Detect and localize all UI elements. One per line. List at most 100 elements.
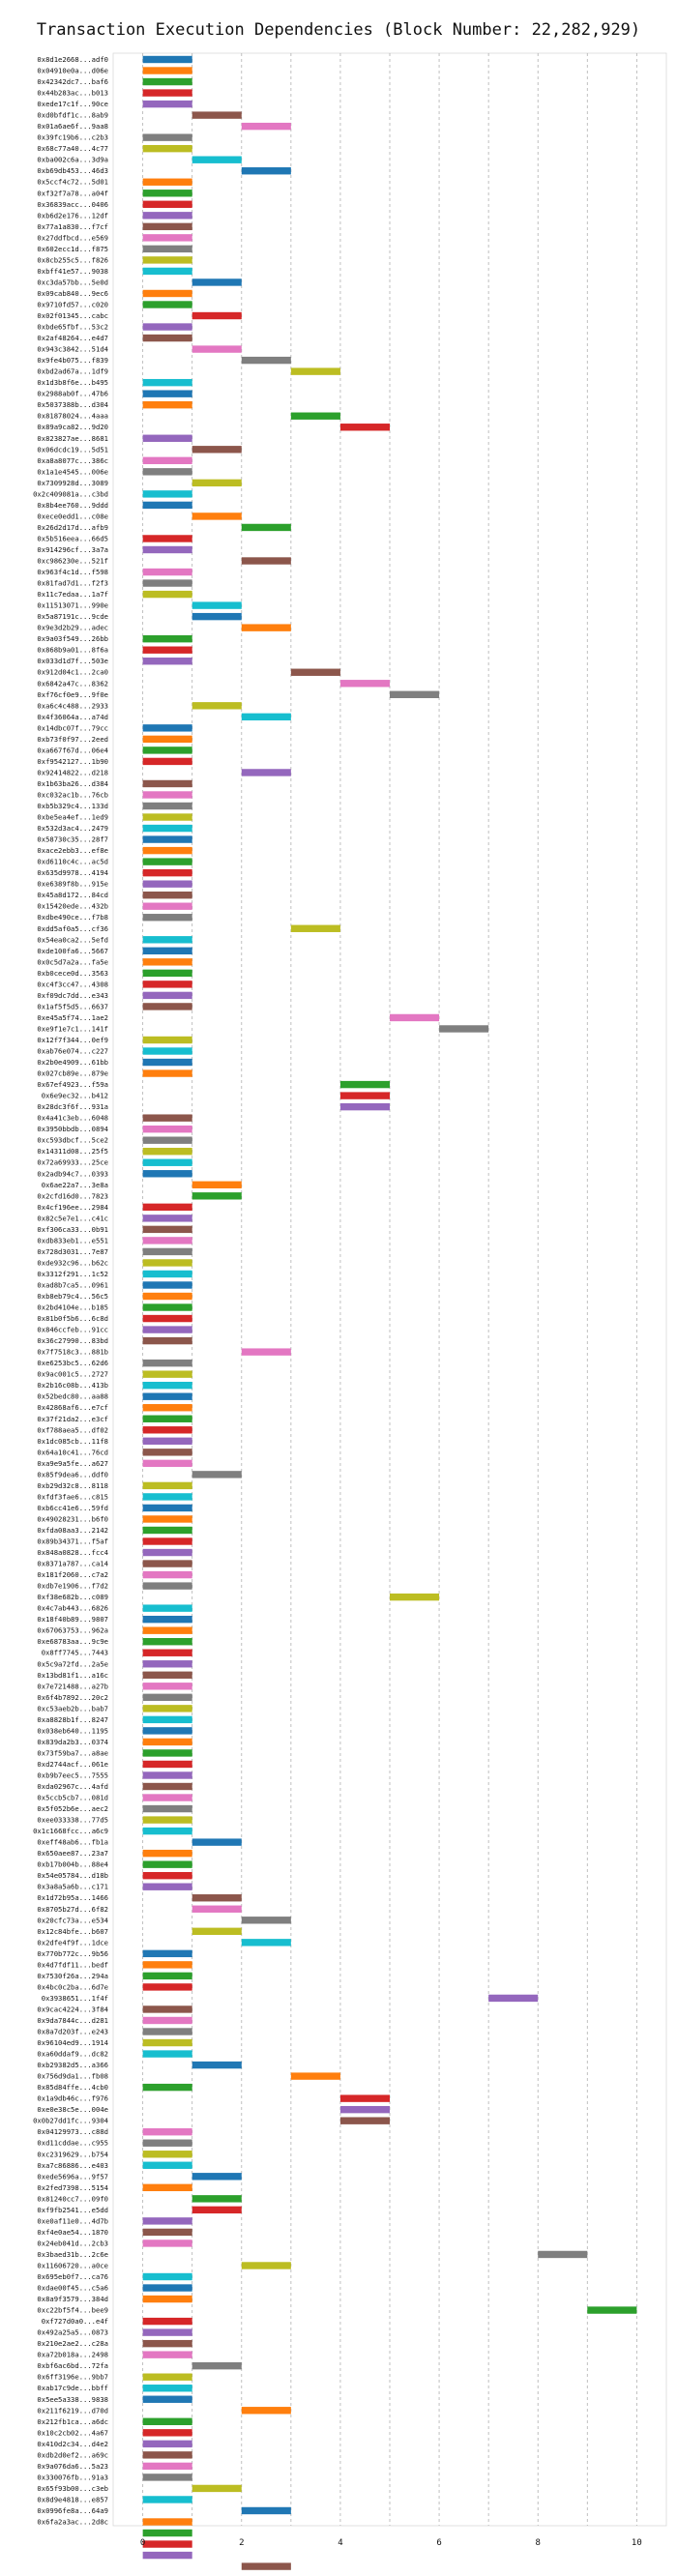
y-tick-label: 0x42342dc7...baf6 — [37, 77, 108, 86]
y-tick-label: 0x85f9dea6...ddf0 — [37, 1470, 108, 1478]
bar — [142, 289, 192, 298]
bar — [142, 1336, 192, 1345]
bar — [142, 1660, 192, 1668]
y-tick-label: 0xbde65fbf...53c2 — [37, 323, 108, 332]
y-tick-label: 0x2bd4104e...b185 — [37, 1303, 108, 1312]
y-tick-label: 0xb5b329c4...133d — [37, 802, 108, 810]
bar — [339, 2094, 390, 2102]
y-tick-label: 0x9cac4224...3f84 — [37, 2005, 108, 2013]
y-tick-label: 0x81240cc7...09f0 — [37, 2194, 108, 2203]
y-tick-label: 0x7309928d...3089 — [37, 479, 108, 487]
bar — [142, 2451, 192, 2459]
bar — [339, 1092, 390, 1099]
bar — [142, 334, 192, 342]
y-tick-label: 0xf38e682b...c089 — [37, 1593, 108, 1601]
y-tick-label: 0xa8828b1f...8247 — [37, 1715, 108, 1724]
bar — [191, 1181, 242, 1188]
y-tick-label: 0x914296cf...3a7a — [37, 545, 108, 554]
bar — [142, 1493, 192, 1501]
bar — [142, 190, 192, 197]
bar — [142, 2239, 192, 2247]
y-tick-label: 0x181f2060...c7a2 — [37, 1570, 108, 1579]
bar — [142, 936, 192, 944]
y-tick-label: 0x36c27990...83bd — [37, 1336, 108, 1345]
y-tick-label: 0x5b516eea...66d5 — [37, 534, 108, 542]
y-tick-label: 0x45a8d172...84cd — [37, 891, 108, 899]
y-tick-label: 0xa667f67d...06e4 — [37, 746, 108, 754]
bar — [142, 902, 192, 910]
bar — [191, 1471, 242, 1478]
y-tick-label: 0x44b283ac...b013 — [37, 89, 108, 98]
y-tick-label: 0xb69db453...46d3 — [37, 166, 108, 175]
bar — [142, 1370, 192, 1378]
y-tick-label: 0x0c5d7a2a...fa5e — [37, 957, 108, 966]
x-tick-label: 6 — [436, 2538, 441, 2548]
bar — [142, 634, 192, 643]
bar — [142, 735, 192, 744]
bar — [191, 345, 242, 353]
y-tick-label: 0x0996fe8a...64a9 — [37, 2506, 108, 2515]
y-tick-label: 0xdd5af0a5...cf36 — [37, 924, 108, 933]
bar — [142, 2474, 192, 2481]
bar — [142, 1771, 192, 1779]
y-tick-label: 0x26d2d17d...afb9 — [37, 523, 108, 532]
bar — [390, 690, 440, 698]
y-tick-label: 0x8d9e4818...e857 — [37, 2495, 108, 2503]
bar — [142, 1749, 192, 1757]
y-tick-labels: 0x8d1e2668...adf0 0x04910e0a...d06e 0x4234… — [33, 55, 108, 2527]
y-tick-label: 0x9e3d2b29...adec — [37, 624, 108, 632]
bar — [241, 713, 291, 721]
bar — [142, 1827, 192, 1835]
bar — [142, 245, 192, 253]
y-tick-label: 0x1dc085cb...11f8 — [37, 1437, 108, 1446]
y-tick-label: 0x4cf196ee...2984 — [37, 1203, 108, 1212]
bar — [142, 802, 192, 810]
y-tick-label: 0x5ee5a338...9838 — [37, 2395, 108, 2404]
y-tick-label: 0xdbe490ce...f7b8 — [37, 913, 108, 922]
y-tick-label: 0x67ef4923...f59a — [37, 1080, 108, 1089]
y-tick-label: 0xc986230e...521f — [37, 557, 108, 566]
y-tick-label: 0xdb833eb1...e551 — [37, 1236, 108, 1244]
bar — [142, 1738, 192, 1746]
y-tick-label: 0x1c1668fcc...a6c9 — [33, 1827, 108, 1835]
y-tick-label: 0x210e2ae2...c28a — [37, 2339, 108, 2348]
y-tick-label: 0x77a1a830...f7cf — [37, 222, 108, 231]
bar — [142, 880, 192, 888]
bar — [142, 1849, 192, 1858]
bar — [142, 1570, 192, 1579]
bar — [241, 2407, 291, 2415]
y-tick-label: 0xb17b004b...88e4 — [37, 1860, 108, 1869]
y-tick-label: 0x8b4ee760...9ddd — [37, 501, 108, 510]
bar — [241, 624, 291, 631]
y-tick-label: 0xede5696a...9f57 — [37, 2172, 108, 2181]
bar — [142, 2161, 192, 2169]
bar — [142, 490, 192, 498]
bar — [191, 311, 242, 320]
bar — [142, 401, 192, 409]
y-tick-label: 0x5ccf4c72...5d01 — [37, 178, 108, 187]
y-tick-label: 0x8a9f3579...384d — [37, 2295, 108, 2303]
y-tick-label: 0xba002c6a...3d9a — [37, 156, 108, 164]
bar — [290, 924, 340, 932]
y-tick-label: 0xede17c1f...90ce — [37, 100, 108, 108]
bar — [142, 323, 192, 331]
y-tick-label: 0x8cb255c5...f826 — [37, 255, 108, 264]
y-tick-label: 0xe45a5f74...1ae2 — [37, 1013, 108, 1022]
bar — [191, 601, 242, 609]
y-tick-label: 0x42868af6...e7cf — [37, 1403, 108, 1412]
y-tick-label: 0xe6253bc5...62d6 — [37, 1359, 108, 1367]
y-tick-label: 0x81b0f5b6...6c8d — [37, 1314, 108, 1323]
bar — [142, 1247, 192, 1256]
y-tick-label: 0x49028231...b6f0 — [37, 1514, 108, 1523]
y-tick-label: 0x8ff7745...7443 — [42, 1649, 108, 1657]
bar — [290, 2072, 340, 2080]
y-tick-label: 0xace2ebb3...ef8e — [37, 846, 108, 855]
y-tick-label: 0x2b0e4909...61bb — [37, 1058, 108, 1067]
bar — [142, 2284, 192, 2292]
y-tick-label: 0xb0cece0d...3563 — [37, 969, 108, 978]
y-tick-label: 0xa9e9a5fe...a627 — [37, 1459, 108, 1468]
bar — [142, 2440, 192, 2448]
y-tick-label: 0x54e05784...d18b — [37, 1871, 108, 1880]
bar — [191, 1894, 242, 1902]
bar — [191, 278, 242, 286]
